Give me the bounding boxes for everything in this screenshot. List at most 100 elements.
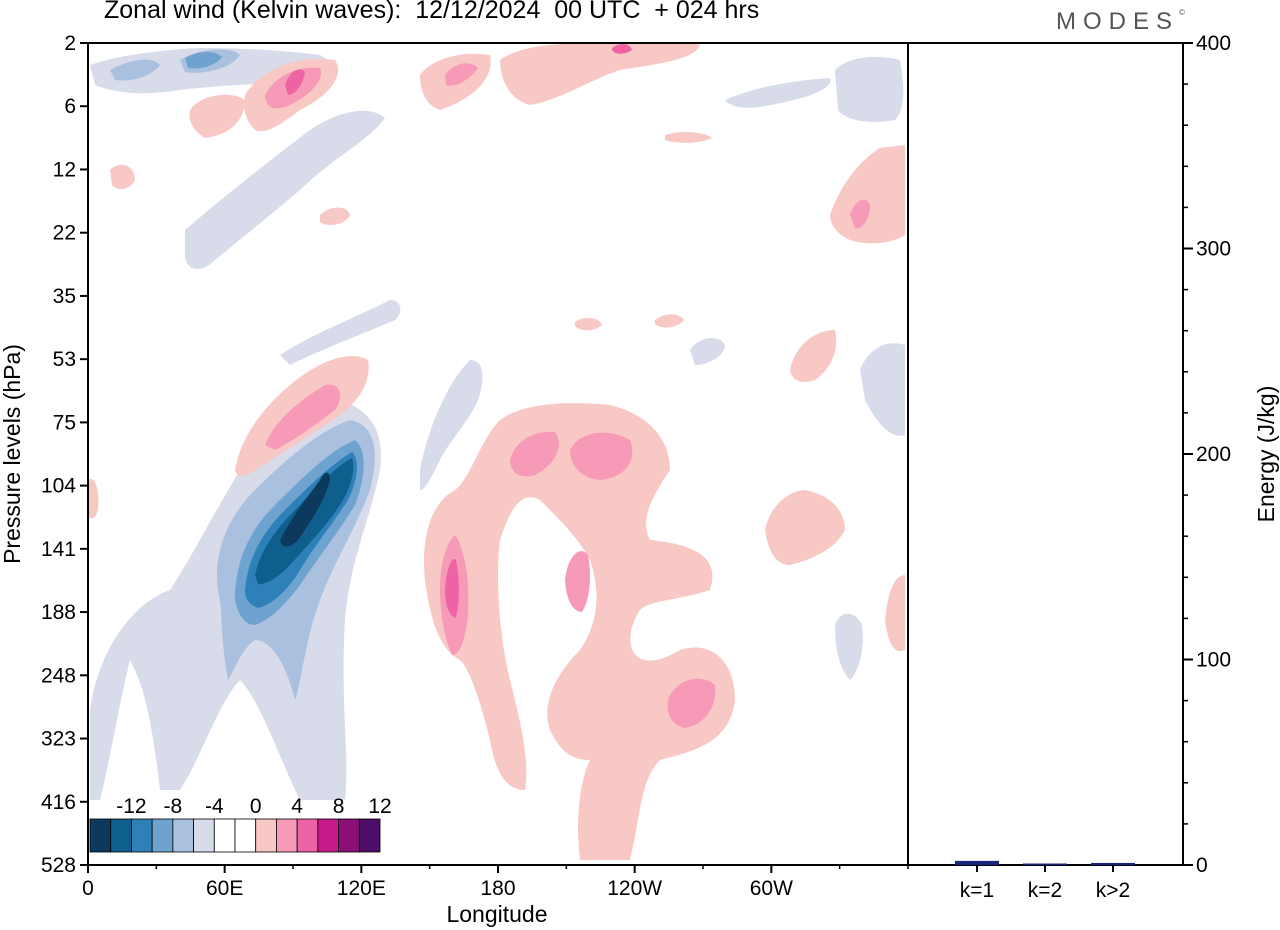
colorbar-swatch [358, 818, 381, 853]
pos-region-small-1 [320, 207, 350, 226]
pos-region-small-3 [655, 314, 684, 328]
colorbar-swatch [276, 818, 298, 853]
x-tick-label: 60W [750, 877, 793, 900]
neg-region-center [420, 360, 483, 490]
y-tick-label: 416 [41, 791, 76, 814]
y-tick-label: 104 [41, 475, 76, 498]
energy-tick-label: 200 [1196, 443, 1231, 466]
pos-mid-left-band [265, 384, 341, 450]
x-tick-label: 120E [337, 877, 386, 900]
energy-tick-label: 400 [1196, 32, 1231, 55]
pos-region-top-center-right [500, 43, 700, 105]
pos-mid-right-low [667, 678, 716, 728]
colorbar-swatch [131, 818, 153, 853]
wind-field [88, 43, 905, 860]
pos-mid-right-top [850, 199, 870, 229]
colorbar-swatch [234, 818, 257, 853]
bar-category-label: k>2 [1096, 879, 1130, 902]
neg-region-strip-right [690, 338, 725, 365]
pos-region-left-edge [88, 479, 99, 519]
x-axis: 0 60E 120E 180 120W 60W [82, 865, 909, 900]
pos-strong-top [612, 44, 632, 54]
y-tick-label: 323 [41, 728, 76, 751]
pos-region-small-5 [665, 132, 712, 143]
brand-mark: © [1179, 8, 1185, 17]
y-tick-label: 2 [64, 32, 76, 55]
y-tick-label: 6 [64, 95, 76, 118]
pos-region-center-column [424, 403, 735, 860]
x-tick-label: 0 [82, 877, 94, 900]
colorbar-swatch [151, 818, 174, 853]
x-tick-label: 120W [607, 877, 662, 900]
pos-region-small-2 [575, 318, 602, 331]
pos-mid-top [445, 63, 478, 86]
brand-logo: MODES© [1056, 8, 1185, 36]
pos-strong-column [445, 559, 459, 618]
energy-tick-label: 100 [1196, 649, 1231, 672]
pos-strong-upper [285, 69, 305, 95]
y-axis: 2 6 12 22 35 53 75 104 141 188 248 323 416 528 [41, 32, 88, 877]
y-tick-label: 528 [41, 854, 76, 877]
colorbar-label: -12 [116, 795, 146, 818]
colorbar-label: 12 [368, 795, 391, 818]
colorbar-swatch [172, 818, 194, 853]
neg-top-mid [185, 51, 222, 69]
colorbar-label: -4 [205, 795, 224, 818]
neg-region-strip-mid [280, 300, 401, 365]
bar-frame [907, 42, 1184, 866]
brand-text: MODES [1056, 8, 1180, 35]
x-axis-title: Longitude [446, 901, 547, 927]
y-tick-label: 12 [53, 158, 76, 181]
colorbar-swatch [213, 818, 236, 853]
colorbar-label: 4 [291, 795, 303, 818]
energy-bar [1023, 863, 1067, 865]
energy-bars: k=1 k=2 k>2 [955, 860, 1135, 902]
x-tick-label: 180 [480, 877, 515, 900]
y-axis-title: Pressure levels (hPa) [0, 344, 25, 564]
colorbar-swatch [296, 818, 319, 853]
x-tick-label: 60E [206, 877, 243, 900]
colorbar-label: 0 [250, 795, 262, 818]
y-tick-label: 141 [41, 538, 76, 561]
colorbar-swatch [317, 818, 339, 853]
y-tick-label: 188 [41, 601, 76, 624]
pos-region-right-mid [790, 330, 837, 382]
neg-core-max [280, 472, 330, 547]
y-tick-label: 248 [41, 664, 76, 687]
pos-region-small-4 [110, 164, 135, 190]
pos-mid-center [565, 551, 590, 612]
energy-tick-label: 0 [1196, 854, 1208, 877]
y-tick-label: 53 [53, 348, 76, 371]
colorbar-label: 8 [333, 795, 345, 818]
pos-mid-upper-center [510, 431, 559, 477]
pos-region-right-top [830, 145, 905, 244]
neg-top-light [110, 59, 160, 81]
energy-axis: 0 100 200 300 400 [1183, 32, 1231, 877]
pos-region-far-right [885, 575, 905, 652]
y-tick-label: 22 [53, 222, 76, 245]
colorbar-swatch [110, 818, 132, 853]
colorbar-swatch [255, 818, 277, 853]
pos-region-upper-left [189, 94, 245, 138]
neg-region-right-mid [860, 343, 905, 436]
neg-region-top-right-strip [725, 78, 831, 108]
colorbar-swatch [193, 818, 215, 853]
pos-mid-upper-center-2 [570, 432, 633, 480]
colorbar: -12 -8 -4 0 4 8 12 [89, 795, 392, 853]
pos-region-right-low [765, 490, 845, 565]
energy-axis-title: Energy (J/kg) [1253, 386, 1279, 523]
bar-category-label: k=1 [960, 879, 994, 902]
colorbar-swatch [338, 818, 360, 853]
energy-bar [1091, 862, 1135, 865]
colorbar-swatch [89, 818, 112, 853]
y-tick-label: 35 [53, 285, 76, 308]
chart-title: Zonal wind (Kelvin waves): 12/12/2024 00… [104, 0, 760, 24]
bar-category-label: k=2 [1028, 879, 1062, 902]
y-tick-label: 75 [53, 411, 76, 434]
energy-bar [955, 860, 999, 865]
neg-region-band-upper [185, 110, 385, 270]
colorbar-label: -8 [164, 795, 183, 818]
neg-region-right-top [835, 57, 904, 122]
energy-tick-label: 300 [1196, 238, 1231, 261]
